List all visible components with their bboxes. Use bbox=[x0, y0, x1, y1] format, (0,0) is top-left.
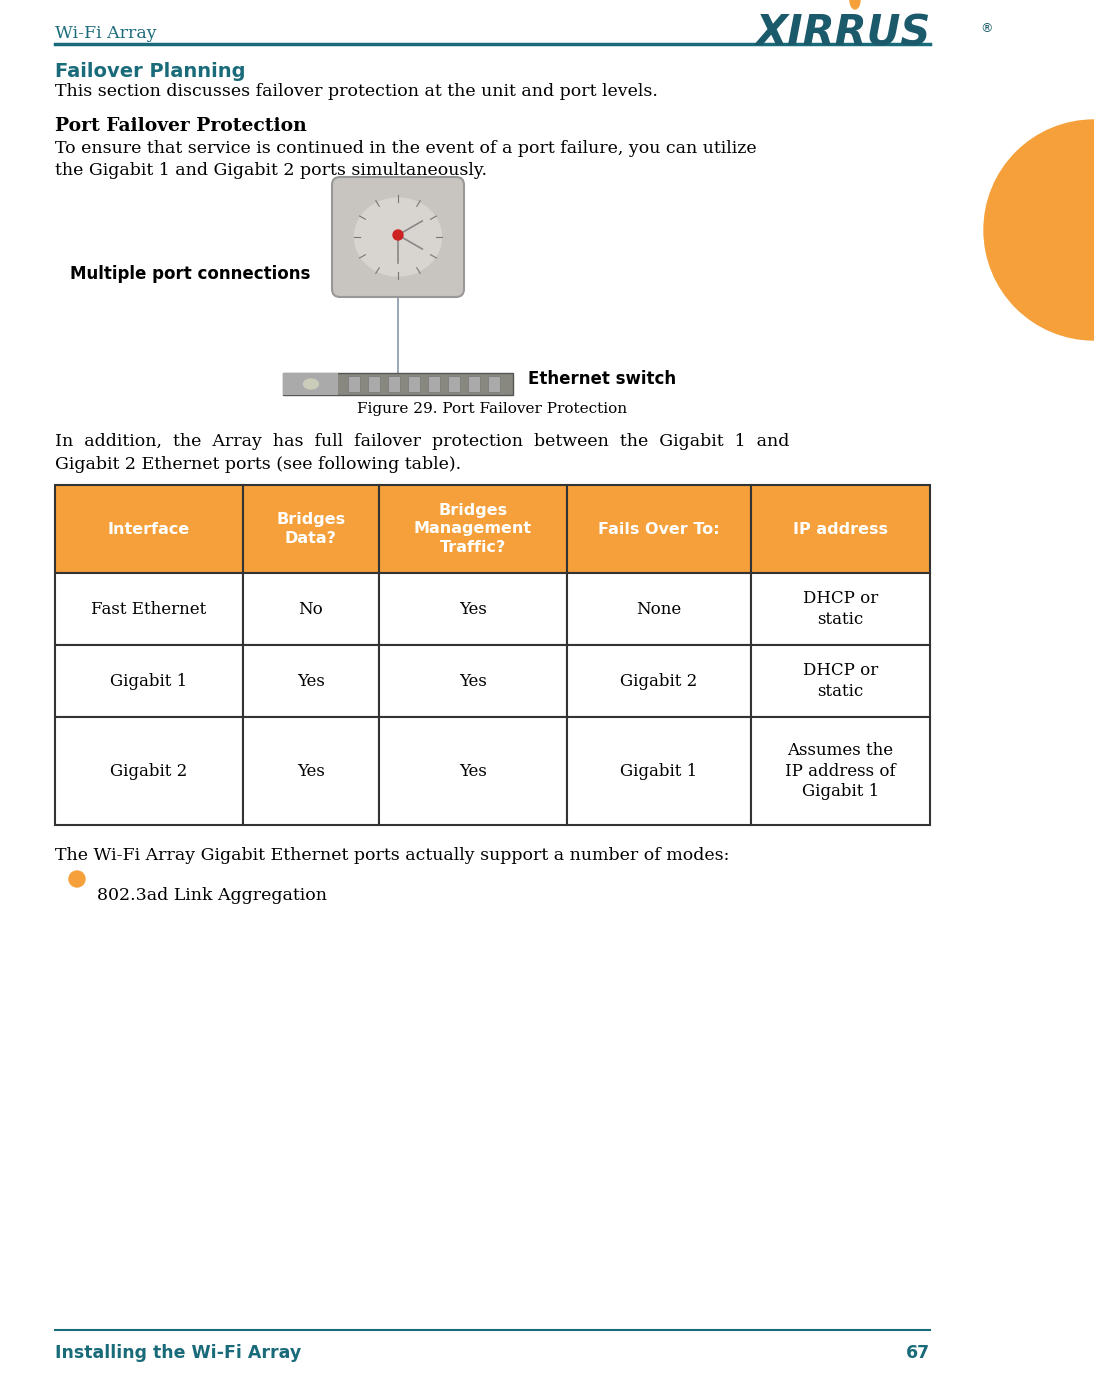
Text: DHCP or
static: DHCP or static bbox=[803, 591, 878, 628]
Text: Gigabit 2: Gigabit 2 bbox=[620, 672, 697, 690]
Text: Installing the Wi-Fi Array: Installing the Wi-Fi Array bbox=[55, 1344, 301, 1362]
Text: XIRRUS: XIRRUS bbox=[755, 12, 930, 54]
Bar bbox=[449, 375, 459, 392]
Bar bbox=[750, 644, 930, 718]
Text: ®: ® bbox=[980, 22, 992, 34]
Bar bbox=[243, 644, 379, 718]
Text: the Gigabit 1 and Gigabit 2 ports simultaneously.: the Gigabit 1 and Gigabit 2 ports simult… bbox=[55, 161, 487, 179]
Ellipse shape bbox=[303, 380, 318, 389]
Bar bbox=[379, 484, 567, 573]
Bar bbox=[428, 375, 440, 392]
Bar bbox=[283, 373, 513, 395]
Text: Yes: Yes bbox=[296, 672, 325, 690]
Bar bbox=[379, 644, 567, 718]
Bar bbox=[388, 375, 400, 392]
Ellipse shape bbox=[354, 197, 442, 276]
Text: DHCP or
static: DHCP or static bbox=[803, 662, 878, 700]
Text: Gigabit 1: Gigabit 1 bbox=[620, 763, 697, 780]
Text: In  addition,  the  Array  has  full  failover  protection  between  the  Gigabi: In addition, the Array has full failover… bbox=[55, 433, 790, 450]
Bar bbox=[243, 573, 379, 644]
Bar bbox=[488, 375, 500, 392]
Bar bbox=[468, 375, 480, 392]
Text: To ensure that service is continued in the event of a port failure, you can util: To ensure that service is continued in t… bbox=[55, 139, 757, 157]
Bar bbox=[55, 644, 243, 718]
Text: Port Failover Protection: Port Failover Protection bbox=[55, 117, 306, 135]
Text: None: None bbox=[636, 600, 682, 617]
Text: No: No bbox=[299, 600, 324, 617]
Bar bbox=[243, 718, 379, 825]
Text: Yes: Yes bbox=[296, 763, 325, 780]
Text: Ethernet switch: Ethernet switch bbox=[528, 370, 676, 388]
Bar bbox=[379, 718, 567, 825]
Text: Wi-Fi Array: Wi-Fi Array bbox=[55, 25, 156, 41]
Text: 802.3ad Link Aggregation: 802.3ad Link Aggregation bbox=[97, 887, 327, 904]
Text: The Wi-Fi Array Gigabit Ethernet ports actually support a number of modes:: The Wi-Fi Array Gigabit Ethernet ports a… bbox=[55, 847, 730, 864]
Bar bbox=[750, 718, 930, 825]
Bar bbox=[408, 375, 420, 392]
Text: Bridges
Data?: Bridges Data? bbox=[277, 512, 346, 546]
Bar bbox=[55, 718, 243, 825]
Text: Yes: Yes bbox=[458, 672, 487, 690]
FancyBboxPatch shape bbox=[331, 177, 464, 297]
Text: Interface: Interface bbox=[108, 522, 190, 537]
Text: Figure 29. Port Failover Protection: Figure 29. Port Failover Protection bbox=[358, 402, 628, 415]
Bar bbox=[750, 573, 930, 644]
Bar bbox=[243, 484, 379, 573]
Bar bbox=[379, 573, 567, 644]
Text: Yes: Yes bbox=[458, 600, 487, 617]
Bar bbox=[348, 375, 360, 392]
Bar bbox=[55, 484, 243, 573]
Bar bbox=[368, 375, 380, 392]
Text: 67: 67 bbox=[906, 1344, 930, 1362]
Wedge shape bbox=[984, 120, 1094, 339]
Bar bbox=[283, 373, 338, 395]
Text: Failover Planning: Failover Planning bbox=[55, 62, 245, 81]
Bar bbox=[567, 718, 750, 825]
Ellipse shape bbox=[850, 0, 860, 10]
Text: Gigabit 2 Ethernet ports (see following table).: Gigabit 2 Ethernet ports (see following … bbox=[55, 455, 462, 473]
Ellipse shape bbox=[69, 871, 85, 887]
Text: Fails Over To:: Fails Over To: bbox=[598, 522, 720, 537]
Text: IP address: IP address bbox=[793, 522, 888, 537]
Bar bbox=[567, 484, 750, 573]
Text: Gigabit 1: Gigabit 1 bbox=[110, 672, 188, 690]
Text: Bridges
Management
Traffic?: Bridges Management Traffic? bbox=[414, 502, 532, 555]
Text: Gigabit 2: Gigabit 2 bbox=[110, 763, 188, 780]
Text: This section discusses failover protection at the unit and port levels.: This section discusses failover protecti… bbox=[55, 83, 657, 99]
Text: Fast Ethernet: Fast Ethernet bbox=[92, 600, 207, 617]
Bar bbox=[567, 644, 750, 718]
Ellipse shape bbox=[393, 230, 403, 240]
Text: Assumes the
IP address of
Gigabit 1: Assumes the IP address of Gigabit 1 bbox=[785, 741, 896, 800]
Text: Multiple port connections: Multiple port connections bbox=[70, 265, 311, 283]
Text: Yes: Yes bbox=[458, 763, 487, 780]
Bar bbox=[55, 573, 243, 644]
Bar bbox=[750, 484, 930, 573]
Bar bbox=[567, 573, 750, 644]
